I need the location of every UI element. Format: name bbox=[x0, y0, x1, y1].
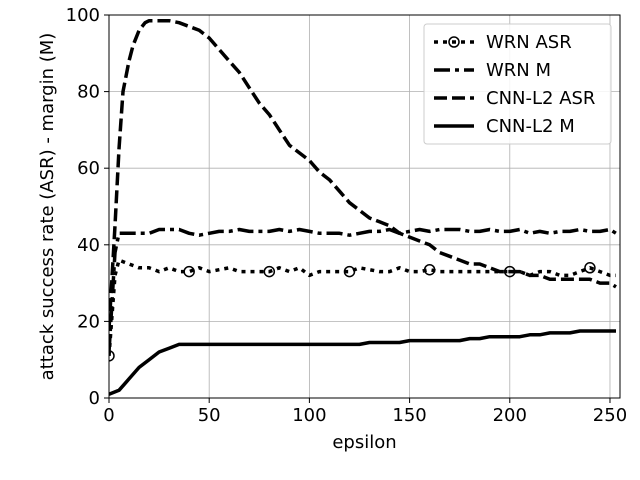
x-axis-label: epsilon bbox=[332, 432, 396, 453]
x-tick-label: 250 bbox=[593, 405, 627, 426]
series-line-cnn-l2-asr bbox=[109, 18, 617, 330]
x-tick-label: 150 bbox=[392, 405, 426, 426]
x-tick-label: 50 bbox=[198, 405, 221, 426]
y-tick-label: 80 bbox=[77, 82, 100, 103]
legend-label: WRN ASR bbox=[486, 32, 572, 53]
y-tick-label: 100 bbox=[66, 5, 100, 26]
y-tick-label: 60 bbox=[77, 158, 100, 179]
axis-ticks: 0 50 100 150 200 250 0 20 40 60 80 100 bbox=[66, 5, 628, 426]
x-tick-label: 100 bbox=[292, 405, 326, 426]
data-point-marker bbox=[183, 265, 195, 278]
x-tick-label: 200 bbox=[493, 405, 527, 426]
data-point-marker bbox=[584, 262, 596, 274]
x-tick-label: 0 bbox=[103, 405, 114, 426]
legend-box bbox=[423, 23, 612, 145]
data-point-marker bbox=[343, 265, 356, 278]
data-point-marker bbox=[109, 350, 115, 362]
series-layer bbox=[109, 18, 617, 396]
data-point-marker bbox=[263, 265, 276, 278]
y-axis-label: attack success rate (ASR) - margin (M) bbox=[37, 33, 58, 381]
y-tick-label: 0 bbox=[89, 388, 100, 409]
y-tick-label: 40 bbox=[77, 235, 100, 256]
legend-label: CNN-L2 ASR bbox=[486, 88, 595, 109]
legend: WRN ASR WRN M CNN-L2 ASR CNN-L2 M bbox=[423, 23, 612, 145]
series-line-wrn-m bbox=[109, 227, 617, 353]
series-line-cnn-l2-m bbox=[109, 329, 616, 396]
plot-frame bbox=[108, 14, 621, 399]
legend-label: CNN-L2 M bbox=[486, 116, 575, 137]
y-tick-label: 20 bbox=[77, 311, 100, 332]
legend-label: WRN M bbox=[486, 60, 551, 81]
data-point-marker bbox=[423, 263, 436, 276]
legend-marker bbox=[448, 36, 460, 48]
